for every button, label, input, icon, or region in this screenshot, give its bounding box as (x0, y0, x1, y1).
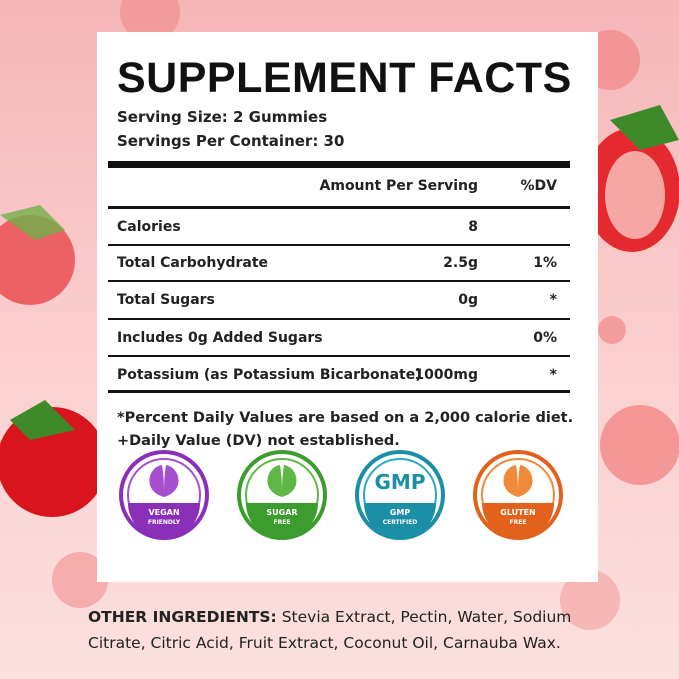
badge-label: FRIENDLY (148, 519, 181, 526)
other-ingredients-text: Stevia Extract, Pectin, Water, Sodium Ci… (88, 608, 572, 652)
badge-icon (149, 465, 179, 497)
badge-band (364, 503, 436, 539)
daily-value: * (549, 292, 557, 308)
dv-header: %DV (520, 178, 557, 194)
title: SUPPLEMENT FACTS (117, 54, 572, 102)
badge-icon-text: GMP (375, 470, 426, 494)
divider (108, 390, 570, 393)
divider (108, 280, 570, 282)
badge-label: FREE (510, 519, 527, 526)
badge-band (246, 503, 318, 539)
footnote: +Daily Value (DV) not established. (117, 433, 400, 449)
table-row: Calories 8 (108, 209, 570, 246)
table-row: Total Sugars 0g * (108, 281, 570, 320)
badge-label: SUGAR (266, 508, 297, 517)
amount-header: Amount Per Serving (319, 178, 478, 194)
badges: VEGAN FRIENDLY SUGAR FREE GMP GMP CERTIFIED GLU… (119, 450, 563, 540)
servings-per-container: Servings Per Container: 30 (117, 132, 345, 150)
serving-size: Serving Size: 2 Gummies (117, 108, 328, 126)
divider (108, 206, 570, 209)
badge-label: VEGAN (148, 508, 179, 517)
badge-band (482, 503, 554, 539)
table-row: Potassium (as Potassium Bicarbonate) 1000… (108, 356, 570, 393)
divider (108, 161, 570, 168)
divider (108, 318, 570, 320)
table-header: Amount Per Serving %DV (108, 168, 570, 204)
amount: 8 (468, 219, 478, 235)
badge-band (128, 503, 200, 539)
amount: 2.5g (443, 255, 478, 271)
badge-label: GMP (390, 508, 411, 517)
badge-label: FREE (274, 519, 291, 526)
footnote: *Percent Daily Values are based on a 2,0… (117, 410, 574, 426)
badge-label: GLUTEN (500, 508, 536, 517)
badge-label: CERTIFIED (383, 519, 418, 526)
amount: 1000mg (414, 366, 478, 383)
daily-value: 0% (533, 329, 557, 346)
other-ingredients: OTHER INGREDIENTS: Stevia Extract, Pecti… (88, 604, 608, 656)
divider (108, 244, 570, 246)
nutrient-name: Potassium (as Potassium Bicarbonate) (117, 366, 422, 383)
badge-icon (267, 465, 297, 497)
nutrient-name: Includes 0g Added Sugars (117, 329, 323, 346)
divider (108, 355, 570, 357)
daily-value: 1% (533, 255, 557, 271)
nutrient-name: Total Carbohydrate (117, 255, 269, 271)
nutrient-name: Total Sugars (117, 292, 215, 308)
badge-icon (503, 465, 533, 497)
daily-value: * (549, 366, 557, 383)
nutrient-name: Calories (117, 219, 181, 235)
other-ingredients-label: OTHER INGREDIENTS: (88, 608, 277, 626)
table-row: Includes 0g Added Sugars 0% (108, 319, 570, 357)
amount: 0g (458, 292, 478, 308)
table-row: Total Carbohydrate 2.5g 1% (108, 245, 570, 282)
